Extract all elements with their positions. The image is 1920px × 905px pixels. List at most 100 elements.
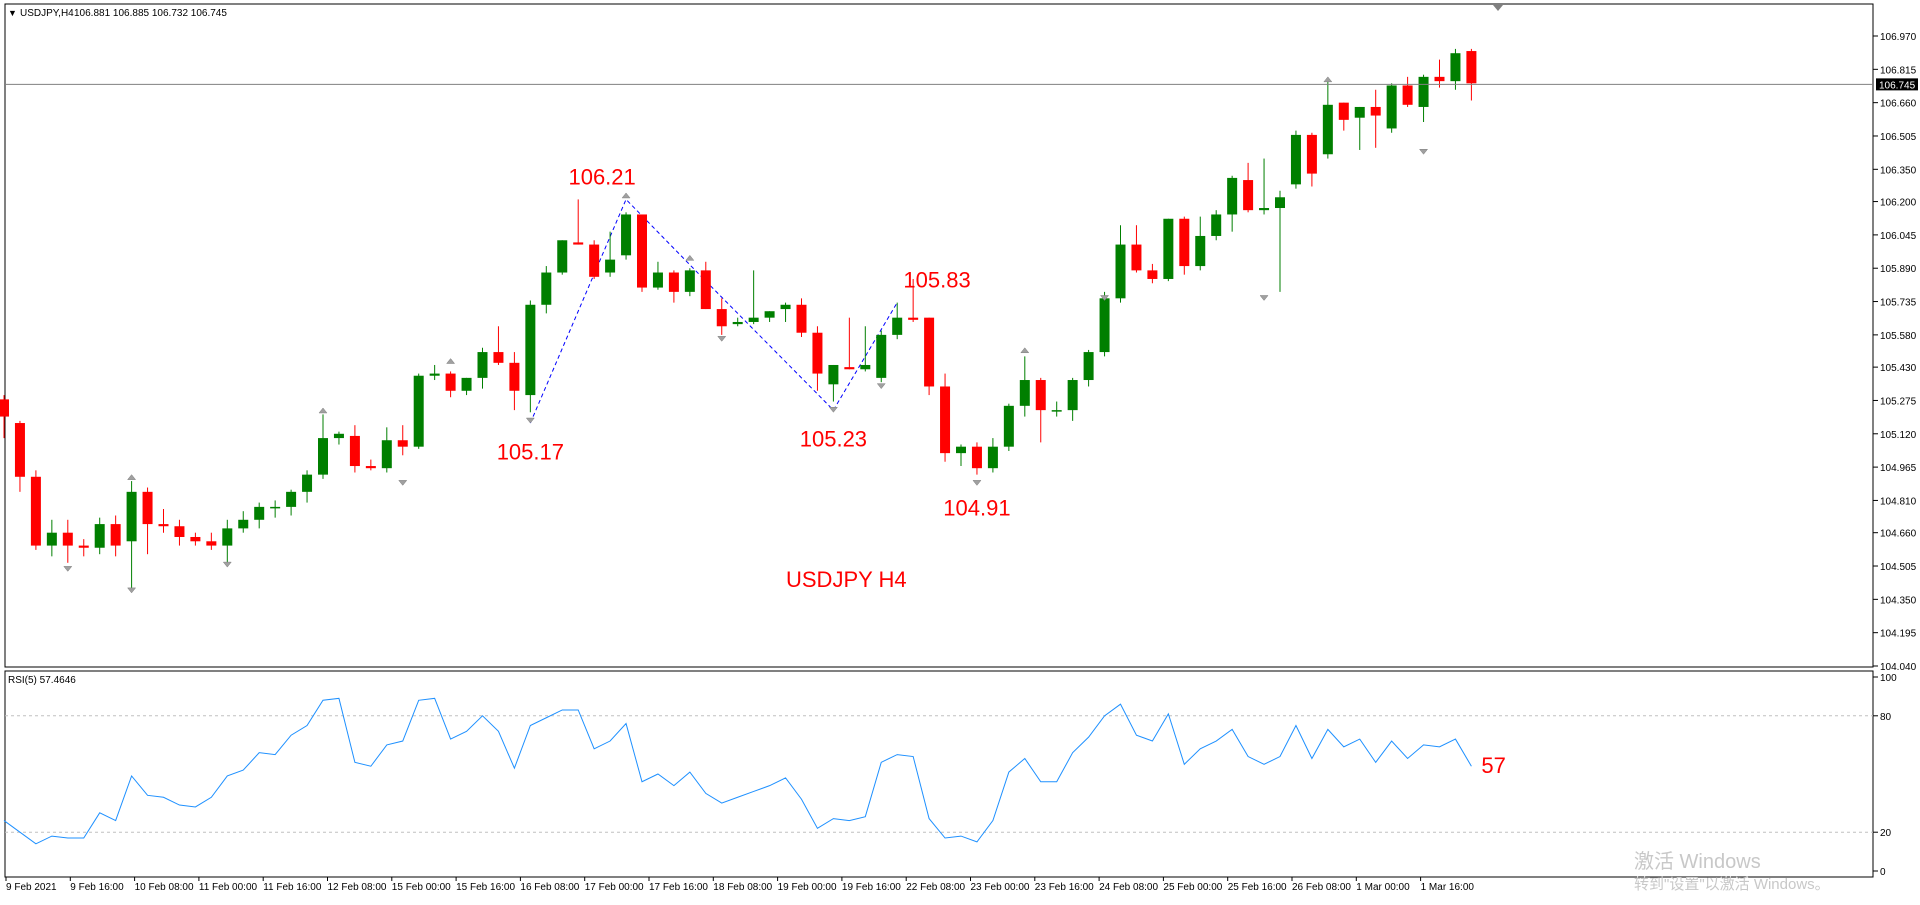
- candle: [1370, 89, 1381, 148]
- price-tick-label: 106.815: [1880, 65, 1917, 76]
- price-annotation: 105.17: [497, 440, 564, 465]
- time-tick-label: 1 Mar 00:00: [1356, 882, 1410, 893]
- candle: [413, 373, 424, 449]
- fractal-arrow: [222, 561, 232, 568]
- candle: [780, 302, 791, 322]
- price-tick-label: 104.505: [1880, 562, 1917, 573]
- time-tick-label: 1 Mar 16:00: [1421, 882, 1475, 893]
- candle-body: [78, 545, 89, 548]
- chart-shift-marker[interactable]: [1493, 5, 1503, 11]
- candle-body: [637, 214, 647, 288]
- current-price-label: 106.745: [1879, 80, 1916, 91]
- candle-body: [270, 506, 281, 509]
- main-pane[interactable]: [4, 3, 1874, 668]
- candle: [1354, 106, 1365, 150]
- candle: [349, 425, 360, 473]
- candle: [429, 364, 440, 381]
- candle: [987, 438, 998, 473]
- candle-body: [302, 474, 313, 492]
- price-tick-label: 106.970: [1880, 32, 1917, 43]
- candle-body: [892, 317, 903, 335]
- rsi-indicator: 57: [3, 697, 1506, 845]
- candle: [1290, 130, 1301, 189]
- candle-body: [764, 311, 775, 318]
- candle-body: [732, 321, 743, 325]
- price-tick-label: 104.040: [1880, 662, 1917, 673]
- candle: [1306, 132, 1317, 187]
- price-axis: 106.970 106.815 106.660 106.505 106.350 106.2…: [1873, 32, 1917, 673]
- candle-body: [1243, 180, 1254, 211]
- time-tick-label: 10 Feb 08:00: [135, 882, 194, 893]
- candle-body: [1354, 106, 1365, 118]
- fractal-arrow: [876, 383, 886, 390]
- candle: [1402, 76, 1413, 107]
- rsi-levels: [5, 715, 1873, 833]
- rsi-tick-label: 100: [1880, 673, 1897, 684]
- candle: [908, 278, 919, 322]
- ohlc-header: 106.881 106.885 106.732 106.745: [74, 8, 227, 19]
- candle: [637, 214, 647, 292]
- fractal-arrow: [127, 474, 137, 480]
- candle: [1147, 263, 1158, 284]
- candle: [126, 481, 137, 589]
- price-tick-label: 106.350: [1880, 165, 1917, 176]
- candle-body: [1338, 102, 1349, 120]
- candle-body: [365, 466, 376, 469]
- candle-body: [1115, 244, 1126, 299]
- price-tick-label: 105.735: [1880, 298, 1917, 309]
- candle-body: [940, 386, 951, 454]
- time-tick-label: 11 Feb 00:00: [199, 882, 258, 893]
- candle: [333, 431, 344, 445]
- time-tick-label: 9 Feb 2021: [6, 882, 57, 893]
- candle-body: [956, 446, 966, 454]
- candle: [254, 502, 265, 529]
- price-tick-label: 106.660: [1880, 99, 1917, 110]
- fractal-arrow: [1020, 347, 1030, 354]
- price-tick-label: 105.580: [1880, 331, 1917, 342]
- fractal-arrow: [446, 358, 456, 364]
- rsi-tick-label: 0: [1880, 867, 1886, 878]
- candle-body: [1099, 298, 1110, 353]
- candle: [445, 371, 456, 398]
- candle: [222, 519, 233, 563]
- price-tick-label: 104.810: [1880, 496, 1917, 507]
- candle: [589, 240, 600, 279]
- candle: [14, 420, 25, 492]
- fractal-arrow: [63, 566, 73, 572]
- candle-body: [1195, 235, 1206, 267]
- time-tick-label: 15 Feb 16:00: [456, 882, 515, 893]
- candle-body: [1147, 270, 1158, 279]
- rsi-pane[interactable]: [4, 670, 1874, 878]
- header-dropdown-icon[interactable]: ▼: [8, 8, 17, 18]
- price-tick-label: 105.430: [1880, 363, 1917, 374]
- price-tick-label: 105.275: [1880, 396, 1917, 407]
- candle-body: [1466, 51, 1477, 84]
- candle-body: [158, 524, 169, 527]
- price-tick-label: 106.505: [1880, 132, 1917, 143]
- time-tick-label: 11 Feb 16:00: [263, 882, 322, 893]
- rsi-label: RSI(5) 57.4646: [8, 675, 76, 686]
- candle-body: [652, 272, 663, 288]
- candle-body: [876, 334, 887, 378]
- time-tick-label: 25 Feb 00:00: [1163, 882, 1222, 893]
- candle: [684, 268, 695, 297]
- candle: [812, 326, 823, 391]
- candle: [286, 489, 297, 516]
- candle-body: [525, 304, 536, 396]
- time-tick-label: 23 Feb 00:00: [971, 882, 1030, 893]
- candle: [1019, 356, 1030, 417]
- candle: [46, 519, 57, 557]
- candle-body: [684, 270, 695, 292]
- fractal-arrow: [621, 192, 631, 199]
- candle: [716, 298, 727, 335]
- candle: [206, 532, 217, 550]
- candle-body: [860, 364, 871, 370]
- time-tick-label: 12 Feb 08:00: [328, 882, 387, 893]
- fractal-arrow: [828, 407, 838, 413]
- candle: [700, 261, 711, 310]
- candle-body: [509, 362, 520, 391]
- price-tick-label: 105.890: [1880, 264, 1917, 275]
- candle: [1338, 102, 1349, 131]
